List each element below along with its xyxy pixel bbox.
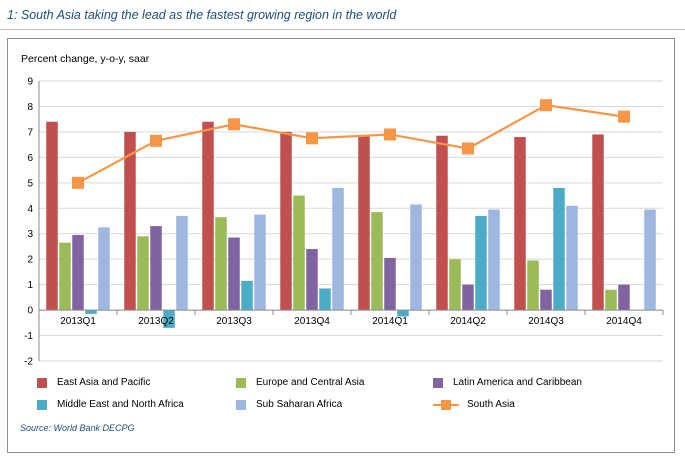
bar-sub-saharan-africa-2014q4: [644, 209, 656, 311]
legend-item-middle-east-and-north-africa: Middle East and North Africa: [37, 399, 184, 410]
legend-label: Middle East and North Africa: [57, 399, 184, 410]
bar-sub-saharan-africa-2013q3: [254, 214, 266, 311]
bar-east-asia-and-pacific-2013q2: [124, 131, 136, 311]
bar-middle-east-and-north-africa-2014q3: [553, 187, 565, 311]
bar-europe-and-central-asia-2014q1: [371, 212, 383, 311]
bar-east-asia-and-pacific-2013q3: [202, 121, 214, 311]
bar-latin-america-and-caribbean-2013q3: [228, 237, 240, 311]
bar-east-asia-and-pacific-2014q1: [358, 135, 370, 311]
bar-middle-east-and-north-africa-2014q1: [397, 310, 409, 317]
y-tick-label: 3: [27, 229, 33, 240]
legend-item-latin-america-and-caribbean: Latin America and Caribbean: [433, 377, 582, 388]
y-tick-labels: -2 -1 0 1 2 3 4 5 6 7 8 9: [24, 77, 33, 368]
figure-title: 1: South Asia taking the lead as the fas…: [7, 8, 397, 22]
y-tick-label: 4: [27, 204, 33, 215]
legend-swatch: [236, 377, 246, 388]
y-tick-label: 5: [27, 178, 33, 189]
bar-sub-saharan-africa-2013q4: [332, 187, 344, 311]
bar-europe-and-central-asia-2014q2: [449, 259, 461, 311]
bar-sub-saharan-africa-2013q1: [98, 227, 110, 311]
x-tick-label: 2013Q1: [60, 316, 96, 327]
x-tick-label: 2014Q4: [606, 316, 642, 327]
legend-label: Sub Saharan Africa: [256, 399, 343, 410]
marker-south-asia-2014q1: [384, 128, 396, 141]
zero-axis: [38, 309, 664, 316]
bar-sub-saharan-africa-2014q3: [566, 205, 578, 311]
bar-latin-america-and-caribbean-2013q4: [306, 249, 318, 311]
bar-latin-america-and-caribbean-2013q2: [150, 226, 162, 311]
legend-item-sub-saharan-africa: Sub Saharan Africa: [236, 399, 342, 410]
x-tick-label: 2014Q1: [372, 316, 408, 327]
marker-south-asia-2013q3: [228, 118, 240, 131]
bar-europe-and-central-asia-2014q3: [527, 260, 539, 311]
title-divider: [0, 29, 685, 30]
bar-east-asia-and-pacific-2014q4: [592, 134, 604, 311]
y-tick-label: 8: [27, 102, 33, 113]
y-tick-label: 0: [27, 306, 33, 317]
bar-europe-and-central-asia-2014q4: [605, 289, 617, 311]
marker-south-asia-2014q4: [618, 110, 630, 123]
y-tick-label: 1: [27, 280, 33, 291]
legend-swatch: [433, 399, 459, 410]
x-tick-labels: 2013Q1 2013Q2 2013Q3 2013Q4 2014Q1 2014Q2 2014…: [60, 316, 642, 327]
bar-middle-east-and-north-africa-2013q2: [163, 310, 175, 328]
bar-europe-and-central-asia-2013q4: [293, 195, 305, 311]
bar-europe-and-central-asia-2013q3: [215, 217, 227, 311]
marker-south-asia-2013q4: [306, 132, 318, 145]
x-tick-label: 2013Q2: [138, 316, 174, 327]
marker-south-asia-2013q1: [72, 176, 84, 189]
bar-east-asia-and-pacific-2014q2: [436, 135, 448, 311]
source-note: Source: World Bank DECPG: [20, 423, 135, 433]
x-tick-label: 2013Q4: [294, 316, 330, 327]
bar-middle-east-and-north-africa-2013q4: [319, 288, 331, 311]
y-tick-label: -2: [24, 357, 33, 368]
bar-middle-east-and-north-africa-2014q2: [475, 215, 487, 311]
bar-middle-east-and-north-africa-2013q1: [85, 310, 97, 314]
legend-item-europe-and-central-asia: Europe and Central Asia: [236, 377, 364, 388]
x-tick-label: 2014Q2: [450, 316, 486, 327]
bar-europe-and-central-asia-2013q2: [137, 236, 149, 311]
line-south-asia: [77, 104, 625, 184]
bar-latin-america-and-caribbean-2013q1: [72, 235, 84, 311]
bar-latin-america-and-caribbean-2014q1: [384, 257, 396, 311]
legend-label: Europe and Central Asia: [256, 377, 365, 388]
y-tick-label: 7: [27, 127, 33, 138]
bar-sub-saharan-africa-2013q2: [176, 215, 188, 311]
x-tick-label: 2013Q3: [216, 316, 252, 327]
legend-swatch: [433, 377, 443, 388]
legend-label: South Asia: [467, 399, 515, 410]
bar-sub-saharan-africa-2014q1: [410, 204, 422, 311]
bar-europe-and-central-asia-2013q1: [59, 242, 71, 311]
bar-latin-america-and-caribbean-2014q4: [618, 284, 630, 311]
legend-swatch: [236, 399, 246, 410]
y-tick-label: 2: [27, 255, 33, 266]
legend-label: East Asia and Pacific: [57, 377, 151, 388]
bar-east-asia-and-pacific-2013q1: [46, 121, 58, 311]
bar-latin-america-and-caribbean-2014q2: [462, 284, 474, 311]
bar-east-asia-and-pacific-2014q3: [514, 137, 526, 311]
bars-group: [46, 121, 656, 328]
legend-swatch: [37, 399, 47, 410]
marker-south-asia-2013q2: [150, 134, 162, 147]
y-axis-label: Percent change, y-o-y, saar: [21, 53, 150, 65]
y-tick-label: 9: [27, 77, 33, 88]
bar-latin-america-and-caribbean-2014q3: [540, 289, 552, 311]
bar-sub-saharan-africa-2014q2: [488, 209, 500, 311]
bar-middle-east-and-north-africa-2013q3: [241, 280, 253, 311]
legend-swatch: [37, 377, 47, 388]
x-tick-label: 2014Q3: [528, 316, 564, 327]
legend-item-east-asia-and-pacific: East Asia and Pacific: [37, 377, 150, 388]
legend-item-south-asia: South Asia: [433, 399, 515, 410]
marker-south-asia-2014q3: [540, 99, 552, 112]
line-series-group: [72, 99, 630, 189]
marker-south-asia-2014q2: [462, 142, 474, 155]
legend-label: Latin America and Caribbean: [453, 377, 582, 388]
bar-east-asia-and-pacific-2013q4: [280, 131, 292, 311]
y-tick-label: 6: [27, 153, 33, 164]
y-tick-label: -1: [24, 331, 33, 342]
